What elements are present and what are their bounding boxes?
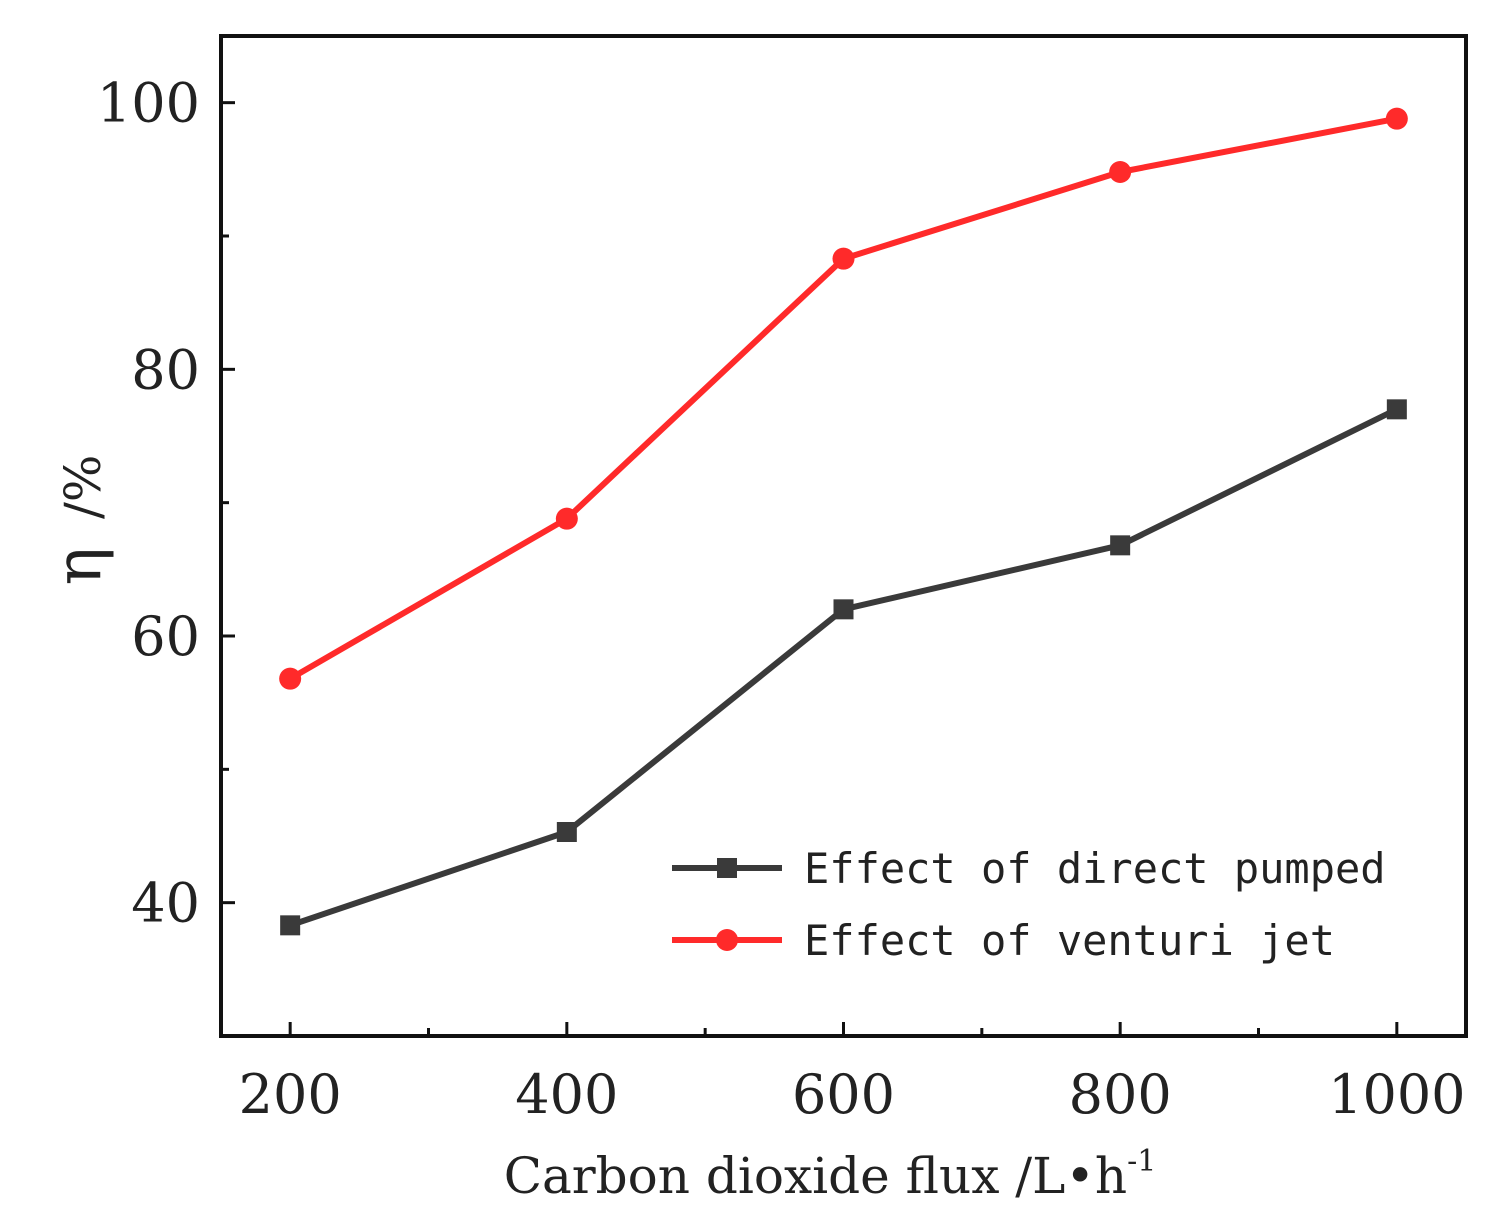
data-point-direct-pumped — [833, 599, 854, 620]
data-point-venturi-jet — [279, 667, 302, 690]
y-tick-label: 60 — [131, 605, 200, 668]
data-point-direct-pumped — [556, 822, 577, 842]
x-tick-label: 200 — [239, 1063, 342, 1126]
data-point-venturi-jet — [1109, 161, 1132, 183]
legend-marker-direct-pumped — [717, 858, 737, 878]
plot-layer — [279, 107, 1408, 936]
series-line-venturi-jet — [288, 115, 1398, 682]
legend-marker-venturi-jet — [716, 929, 738, 951]
axes-layer: 200 400 600 800 1000 40 60 80 100 — [97, 34, 1468, 1126]
y-axis-title-unit: /% — [54, 455, 112, 519]
x-tick-label: 1000 — [1328, 1063, 1465, 1126]
x-axis-title-main: Carbon dioxide flux /L — [504, 1147, 1066, 1205]
legend: Effect of direct pumped Effect of venturi… — [672, 844, 1386, 965]
data-point-direct-pumped — [1386, 399, 1407, 420]
data-point-venturi-jet — [1385, 107, 1408, 130]
data-point-direct-pumped — [1110, 535, 1131, 556]
data-point-direct-pumped — [280, 915, 301, 936]
legend-label-direct-pumped: Effect of direct pumped — [804, 844, 1386, 893]
y-tick-label: 100 — [97, 72, 200, 135]
legend-label-venturi-jet: Effect of venturi jet — [804, 916, 1335, 965]
x-axis-title-exponent: -1 — [1127, 1144, 1156, 1179]
x-axis-title: Carbon dioxide flux /L•h-1 — [504, 1144, 1157, 1205]
x-axis-title-unit: h — [1095, 1147, 1127, 1205]
x-tick-label: 800 — [1069, 1063, 1172, 1126]
y-tick-label: 80 — [131, 338, 200, 401]
y-axis-title: η /% — [42, 455, 116, 586]
data-point-venturi-jet — [555, 507, 578, 530]
y-axis-title-symbol: η — [42, 547, 116, 585]
y-tick-label: 40 — [131, 872, 200, 935]
data-point-venturi-jet — [832, 247, 855, 270]
x-axis-title-bullet: • — [1065, 1147, 1095, 1205]
x-tick-label: 400 — [515, 1063, 618, 1126]
x-tick-label: 600 — [792, 1063, 895, 1126]
